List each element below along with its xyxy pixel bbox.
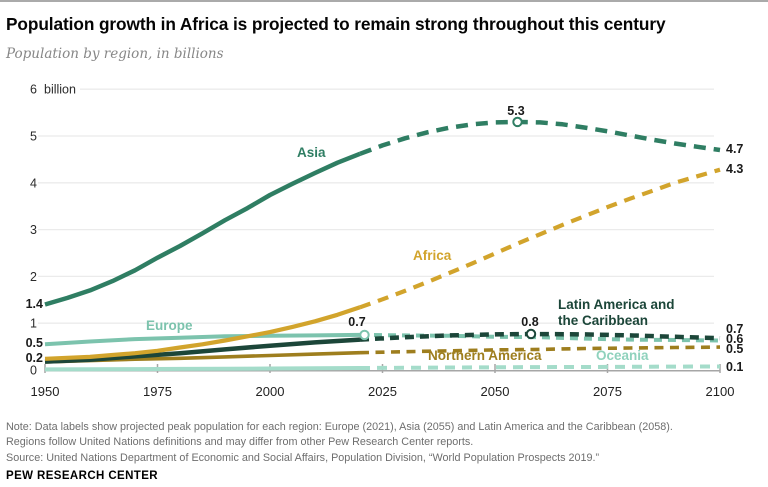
x-axis-tick-label-1975: 1975 [143, 384, 172, 399]
series-line-latam-projected [359, 331, 721, 342]
series-line-latam-historical [44, 337, 361, 364]
y-axis-tick-label-1: 1 [30, 317, 37, 331]
x-axis-tick-label-1950: 1950 [31, 384, 60, 399]
y-axis-tick-label-6: 6 [30, 83, 37, 97]
series-label: Oceania [596, 348, 649, 363]
x-axis-tick-label-2075: 2075 [593, 384, 622, 399]
series-line-africa-projected [359, 167, 721, 310]
footnote-block: Note: Data labels show projected peak po… [6, 420, 762, 466]
series-label: the Caribbean [558, 313, 648, 328]
chart-title: Population growth in Africa is projected… [6, 14, 666, 34]
value-label: 0.5 [26, 336, 43, 350]
series-line-africa-historical [44, 305, 361, 361]
series-line-asia-historical [44, 151, 361, 307]
series-label: Latin America and [558, 297, 675, 312]
series-label: Asia [297, 145, 326, 160]
series-line-oceania-historical [44, 366, 361, 372]
note-line-2: Regions follow United Nations definition… [6, 436, 474, 449]
value-label: 0.6 [726, 332, 743, 346]
x-axis-tick-label-2100: 2100 [706, 384, 735, 399]
chart-subtitle: Population by region, in billions [6, 46, 224, 62]
y-axis-tick-label-2: 2 [30, 270, 37, 284]
series-label: Northern America [428, 348, 542, 363]
value-label: 0.1 [726, 360, 743, 374]
peak-value-label-europe: 0.7 [348, 315, 365, 329]
peak-value-label-latam: 0.8 [521, 315, 538, 329]
series-line-asia-projected [359, 119, 721, 156]
value-label: 0.7 [726, 322, 743, 336]
series-line-n_america-projected [359, 345, 721, 355]
x-axis-tick-label-2000: 2000 [256, 384, 285, 399]
value-label: 0.2 [26, 351, 43, 365]
value-label: 1.4 [26, 297, 43, 311]
y-axis-tick-label-3: 3 [30, 223, 37, 237]
y-axis-tick-label-4: 4 [30, 176, 37, 190]
peak-value-label-asia: 5.3 [507, 104, 524, 118]
series-label: Africa [413, 248, 452, 263]
value-label: 0.5 [726, 342, 743, 356]
y-axis-tick-label-0: 0 [30, 364, 37, 378]
source-line: Source: United Nations Department of Eco… [6, 451, 600, 464]
y-axis-unit-label: billion [44, 83, 76, 97]
x-axis-tick-label-2050: 2050 [481, 384, 510, 399]
x-axis-tick-label-2025: 2025 [368, 384, 397, 399]
series-label: Europe [146, 318, 193, 333]
peak-marker-asia [512, 116, 523, 128]
value-label: 4.3 [726, 162, 743, 176]
peak-marker-latam [525, 328, 537, 340]
note-line-1: Note: Data labels show projected peak po… [6, 421, 673, 433]
y-axis-tick-label-5: 5 [30, 130, 37, 144]
series-line-oceania-projected [359, 364, 721, 370]
series-line-europe-historical [44, 332, 361, 347]
peak-marker-europe [359, 329, 370, 341]
brand-wordmark: PEW RESEARCH CENTER [6, 470, 159, 482]
value-label: 4.7 [726, 142, 743, 156]
top-divider [0, 0, 768, 2]
